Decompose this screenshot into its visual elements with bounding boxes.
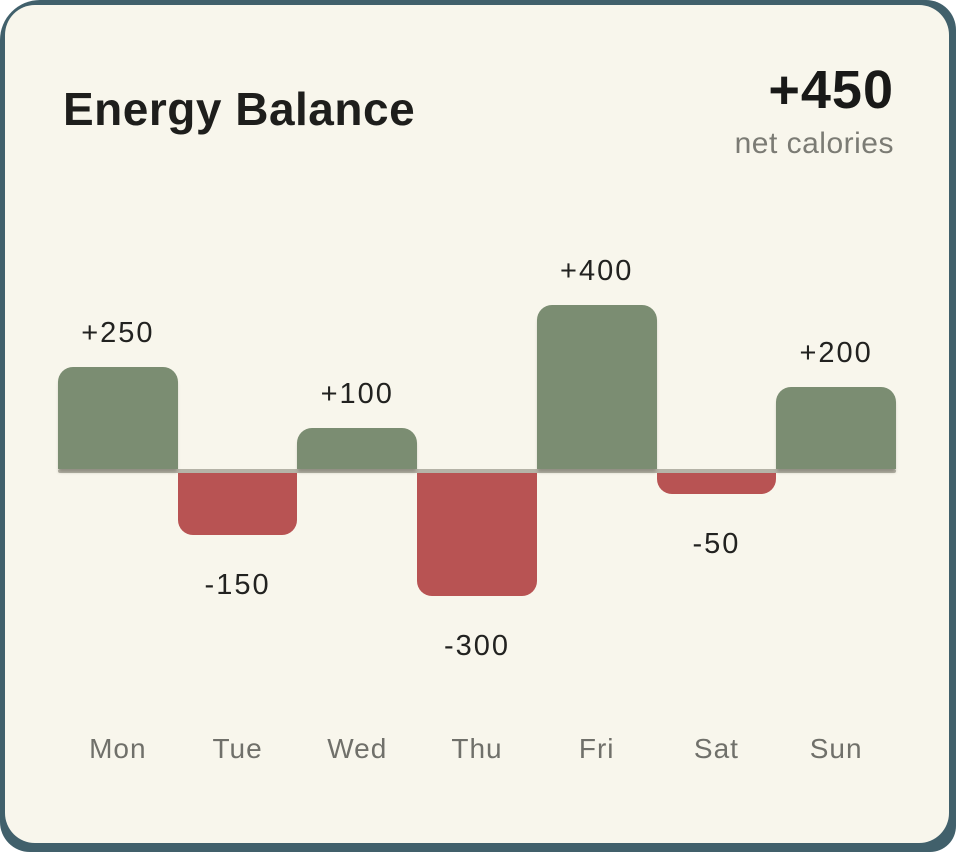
bar-mon bbox=[58, 366, 178, 469]
net-calories-summary: +450 net calories bbox=[735, 63, 894, 161]
bar-value-label-wed: +100 bbox=[320, 378, 394, 410]
bar-thu bbox=[417, 473, 537, 596]
bar-value-label-mon: +250 bbox=[81, 316, 155, 349]
energy-balance-chart: +250 Mon -150 Tue +100 Wed -300 Thu +400 Fri -50 Sa… bbox=[5, 5, 949, 843]
summary-label: net calories bbox=[734, 127, 894, 160]
bar-tue bbox=[177, 473, 298, 535]
bar-value-label-sun: +200 bbox=[799, 337, 873, 369]
day-label-thu: Thu bbox=[451, 733, 503, 764]
summary-value: +450 bbox=[768, 60, 894, 120]
day-label-sat: Sat bbox=[693, 733, 739, 764]
bar-sat bbox=[656, 473, 777, 494]
bar-sun bbox=[776, 387, 896, 469]
day-label-wed: Wed bbox=[327, 733, 388, 764]
day-label-mon: Mon bbox=[89, 733, 147, 764]
bar-value-label-fri: +400 bbox=[560, 255, 634, 287]
day-label-tue: Tue bbox=[212, 733, 263, 764]
bar-wed bbox=[297, 428, 418, 469]
page-title: Energy Balance bbox=[63, 83, 416, 135]
day-label-sun: Sun bbox=[809, 733, 863, 764]
bar-value-label-tue: -150 bbox=[204, 568, 271, 601]
energy-balance-card: Energy Balance +450 net calories +250 Mon… bbox=[5, 5, 949, 843]
zero-baseline bbox=[58, 469, 896, 473]
bar-value-label-sat: -50 bbox=[692, 527, 741, 560]
bar-fri bbox=[536, 305, 657, 469]
day-label-fri: Fri bbox=[578, 733, 615, 764]
bar-value-label-thu: -300 bbox=[443, 630, 511, 662]
